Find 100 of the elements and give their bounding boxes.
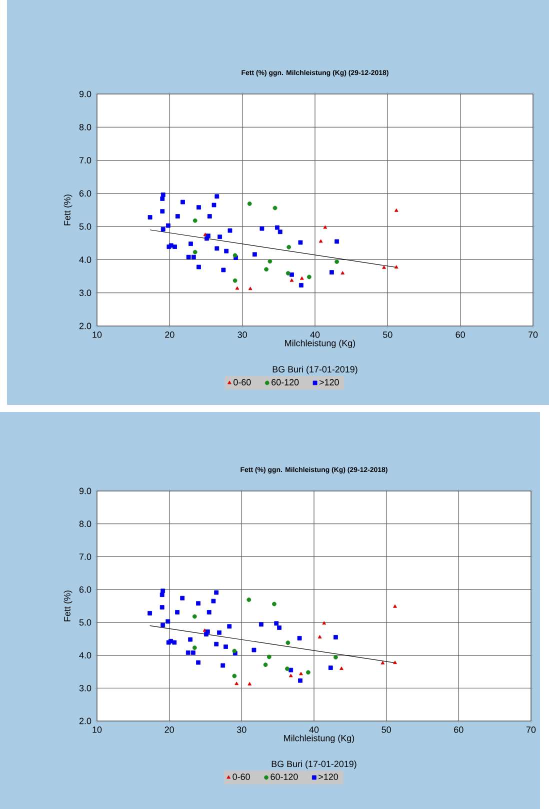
point: [298, 678, 302, 683]
x-tick-label: 40: [310, 332, 320, 338]
point: [191, 254, 196, 260]
y-tick-label: 7.0: [79, 157, 92, 164]
point: [297, 636, 302, 640]
point: [160, 588, 166, 594]
x-axis-title: Milchleistung (Kg): [284, 734, 354, 744]
point: [186, 254, 191, 260]
point: [214, 246, 220, 251]
y-tick-label: 8.0: [79, 124, 92, 130]
y-tick-label: 2.0: [79, 718, 92, 724]
x-tick-label: 40: [309, 726, 319, 733]
y-tick-label: 9.0: [79, 488, 92, 494]
point: [224, 248, 229, 254]
x-tick-label: 20: [164, 726, 174, 733]
x-tick-label: 50: [382, 726, 391, 733]
point: [148, 215, 152, 220]
point: [206, 234, 210, 238]
point: [217, 630, 222, 635]
point: [191, 650, 196, 655]
point: [246, 598, 252, 602]
point: [220, 663, 226, 668]
point: [232, 253, 238, 258]
point: [160, 605, 164, 610]
point: [322, 621, 326, 625]
point: [252, 648, 256, 652]
point: [277, 625, 282, 630]
legend-label: 0-60: [234, 379, 251, 386]
point: [160, 196, 165, 201]
legend-label: >120: [318, 774, 338, 780]
y-tick-label: 6.0: [79, 586, 92, 593]
point: [214, 194, 220, 199]
point: [211, 598, 216, 604]
point: [205, 629, 210, 634]
point: [148, 611, 152, 616]
point: [393, 604, 397, 608]
point: [334, 239, 339, 244]
point: [288, 668, 294, 672]
point: [298, 240, 303, 245]
point: [214, 590, 219, 595]
point: [172, 640, 177, 645]
y-tick-label: 5.0: [79, 223, 92, 230]
point: [264, 267, 269, 272]
text: BG Buri (17-01-2019): [272, 366, 358, 374]
point: [275, 225, 280, 230]
y-tick-label: 2.0: [79, 322, 92, 330]
point: [172, 244, 177, 249]
y-tick-label: 5.0: [79, 619, 92, 626]
point: [218, 234, 222, 240]
point: [227, 624, 232, 629]
point: [221, 268, 226, 272]
point: [266, 654, 272, 660]
point: [180, 596, 185, 600]
point: [380, 660, 385, 664]
point: [166, 223, 170, 228]
point: [166, 619, 170, 624]
point: [160, 592, 164, 598]
point: [300, 276, 304, 280]
point: [212, 202, 216, 208]
point: [323, 225, 328, 229]
point: [318, 239, 323, 243]
point: [192, 218, 198, 223]
point: [278, 230, 282, 234]
point: [175, 214, 180, 218]
point: [232, 648, 237, 654]
point: [175, 610, 180, 614]
point: [160, 227, 166, 232]
point: [188, 242, 193, 246]
y-tick-label: 8.0: [79, 520, 92, 528]
x-axis-title: Milchleistung (Kg): [285, 340, 356, 348]
y-tick-label: 6.0: [79, 190, 92, 197]
point: [180, 200, 185, 204]
point: [196, 264, 201, 270]
point: [285, 666, 290, 671]
legend-label: 60-120: [270, 774, 298, 780]
y-tick-label: 7.0: [79, 554, 92, 560]
point: [298, 283, 304, 288]
point: [286, 271, 290, 276]
point: [290, 272, 294, 277]
point: [334, 259, 339, 264]
y-tick-label: 3.0: [79, 684, 92, 692]
point: [232, 674, 237, 678]
point: [258, 622, 264, 627]
point: [260, 226, 264, 231]
y-tick-label: 3.0: [79, 290, 92, 296]
point: [192, 614, 197, 619]
x-tick-label: 20: [165, 332, 174, 338]
point: [247, 202, 252, 206]
point: [272, 602, 276, 606]
point: [290, 278, 294, 282]
point: [382, 265, 386, 269]
x-tick-label: 70: [528, 332, 538, 338]
point: [272, 206, 278, 210]
point: [248, 682, 252, 686]
x-tick-label: 70: [526, 726, 536, 733]
y-tick-label: 4.0: [79, 256, 92, 263]
legend-label: >120: [319, 379, 339, 386]
point: [334, 655, 338, 660]
point: [196, 601, 200, 606]
text: BG Buri (17-01-2019): [272, 760, 356, 769]
